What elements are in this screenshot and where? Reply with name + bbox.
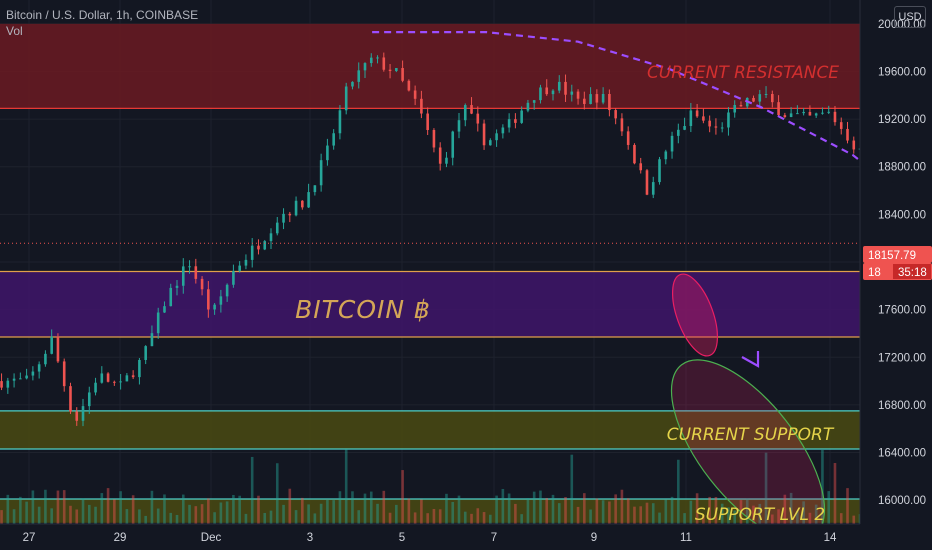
last-price-tag: 18157.79 — [868, 250, 916, 262]
forecast-arrow-head — [741, 351, 760, 368]
time-tick-label: 11 — [680, 532, 692, 544]
last-price-tag-bg — [863, 246, 932, 263]
price-tick-label: 19600.00 — [878, 66, 926, 78]
volume-indicator-label[interactable]: Vol — [6, 24, 23, 38]
price-tick-label: 16800.00 — [878, 400, 926, 412]
time-tick-label: 7 — [491, 532, 497, 544]
time-tick-label: 9 — [591, 532, 597, 544]
time-tick-label: 3 — [307, 532, 313, 544]
price-tick-label: 19200.00 — [878, 114, 926, 126]
support-label: CURRENT SUPPORT — [667, 425, 835, 445]
support-zone — [0, 410, 860, 449]
time-tick-label: 14 — [824, 532, 837, 544]
price-tick-label: 17600.00 — [878, 305, 926, 317]
support-lvl2-zone — [0, 498, 860, 523]
symbol-title[interactable]: Bitcoin / U.S. Dollar, 1h, COINBASE — [6, 8, 199, 22]
time-axis-background — [0, 524, 932, 550]
currency-button[interactable]: USD — [894, 6, 926, 28]
price-tick-label: 17200.00 — [878, 352, 926, 364]
time-tick-label: 27 — [23, 532, 36, 544]
price-tick-label: 18800.00 — [878, 162, 926, 174]
support2-label: SUPPORT LVL 2 — [695, 505, 825, 525]
price-tick-label: 18400.00 — [878, 209, 926, 221]
time-tick-label: Dec — [201, 532, 222, 544]
bitcoin-label: BITCOIN ฿ — [295, 295, 431, 324]
countdown-tag: 35:18 — [898, 267, 927, 279]
resistance-zone — [0, 23, 860, 109]
price-tick-label: 16400.00 — [878, 448, 926, 460]
time-tick-label: 29 — [114, 532, 127, 544]
forecast-arc — [372, 31, 932, 219]
countdown-tag-prefix: 18 — [868, 267, 881, 279]
time-tick-label: 5 — [399, 532, 405, 544]
pink-target-ellipse — [671, 273, 719, 357]
countdown-box — [893, 264, 931, 279]
price-tick-label: 16000.00 — [878, 495, 926, 507]
resistance-label: CURRENT RESISTANCE — [647, 63, 839, 83]
time-axis[interactable]: 27 29 Dec 3 5 7 9 11 14 — [23, 532, 837, 544]
